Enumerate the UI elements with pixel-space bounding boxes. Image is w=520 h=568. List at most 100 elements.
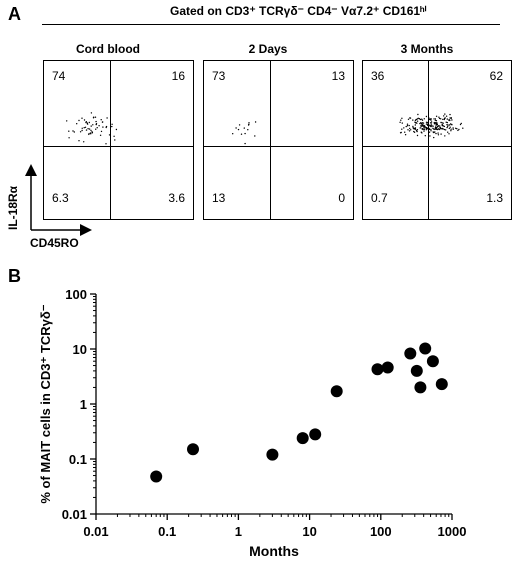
facs-event-dot (442, 118, 444, 121)
facs-event-dot (435, 120, 438, 122)
gate-title-rule (42, 24, 500, 25)
facs-event-dot (430, 125, 432, 128)
facs-event-dot (429, 122, 432, 124)
facs-event-dot (426, 122, 429, 124)
facs-event-dot (455, 127, 457, 129)
facs-event-dot (444, 113, 446, 115)
facs-event-dot (433, 131, 435, 134)
facs-event-dot (424, 125, 426, 127)
x-tick-label: 0.1 (158, 524, 176, 539)
facs-title-cord-blood: Cord blood (76, 42, 140, 56)
facs-event-dot (430, 118, 432, 120)
facs-event-dot (422, 125, 424, 128)
facs-event-dot (457, 129, 459, 132)
facs-event-dot (416, 122, 418, 124)
facs-event-dot (96, 127, 98, 129)
facs-event-dot (95, 120, 97, 123)
facs-event-dot (406, 123, 409, 125)
facs-event-dot (235, 127, 237, 129)
x-tick-label: 10 (302, 524, 316, 539)
y-axis-label: % of MAIT cells in CD3⁺ TCRγδ⁻ (38, 304, 53, 503)
x-tick-label: 100 (370, 524, 392, 539)
facs-event-dot (247, 129, 249, 131)
facs-event-dot (441, 122, 443, 124)
facs-event-dot (462, 127, 464, 129)
facs-event-dot (423, 130, 425, 132)
quadrant-lower-right-value: 3.6 (168, 191, 185, 205)
facs-event-dot (442, 125, 444, 127)
facs-event-dot (81, 129, 83, 132)
facs-event-dot (413, 131, 416, 133)
quadrant-divider-vertical (270, 61, 271, 219)
facs-event-dot (412, 119, 414, 121)
facs-event-dot (421, 122, 424, 124)
facs-event-dot (78, 119, 80, 122)
facs-event-dot (444, 135, 446, 137)
facs-event-dot (98, 125, 100, 127)
facs-event-dot (451, 119, 453, 121)
quadrant-upper-right-value: 13 (331, 69, 345, 83)
data-point (404, 347, 417, 360)
facs-event-dot (102, 126, 104, 128)
facs-event-dot (421, 128, 424, 130)
facs-event-dot (437, 134, 440, 136)
facs-event-dot (407, 129, 409, 131)
facs-event-dot (90, 125, 92, 127)
facs-event-dot (113, 135, 115, 137)
facs-event-dot (101, 121, 104, 123)
facs-event-dot (430, 121, 433, 123)
facs-event-dot (100, 119, 102, 121)
facs-event-dot (414, 124, 416, 126)
facs-event-dot (86, 122, 88, 124)
facs-event-dot (416, 134, 419, 137)
facs-event-dot (105, 143, 107, 145)
y-tick-label: 1 (80, 397, 87, 412)
data-point (435, 378, 448, 391)
facs-event-dot (73, 131, 75, 133)
facs-event-dot (443, 128, 446, 131)
data-point (414, 381, 427, 394)
x-tick-label: 1 (235, 524, 242, 539)
y-tick-label: 10 (73, 342, 87, 357)
facs-event-dot (436, 128, 438, 131)
facs-event-dot (404, 134, 407, 136)
facs-event-dot (405, 125, 407, 128)
y-tick-label: 0.01 (62, 507, 87, 522)
panel-a-letter: A (8, 4, 21, 24)
facs-event-dot (248, 122, 250, 124)
facs-event-dot (440, 118, 442, 120)
facs-event-dot (449, 117, 451, 119)
facs-event-dot (85, 129, 88, 131)
quadrant-divider-horizontal (44, 146, 193, 147)
facs-dots (66, 112, 118, 145)
facs-event-dot (435, 122, 438, 124)
data-point (150, 470, 163, 483)
facs-event-dot (407, 118, 410, 120)
facs-event-dot (448, 119, 451, 121)
facs-event-dot (84, 126, 87, 128)
facs-event-dot (415, 118, 418, 121)
facs-event-dot (431, 125, 433, 127)
facs-event-dot (460, 122, 462, 125)
facs-event-dot (456, 128, 458, 130)
gate-title: Gated on CD3⁺ TCRγδ⁻ CD4⁻ Vα7.2⁺ CD161ʰⁱ (170, 4, 427, 18)
facs-event-dot (435, 126, 437, 128)
quadrant-upper-left-value: 36 (371, 69, 385, 83)
data-point (381, 361, 394, 374)
facs-event-dot (426, 123, 429, 126)
x-axis-label: Months (249, 543, 299, 559)
facs-event-dot (438, 116, 440, 118)
facs-event-dot (105, 126, 107, 129)
facs-event-dot (449, 126, 451, 128)
facs-event-dot (408, 130, 411, 132)
facs-event-dot (91, 131, 93, 133)
quadrant-lower-left-value: 0.7 (371, 191, 388, 205)
facs-event-dot (442, 122, 444, 124)
facs-event-dot (419, 127, 421, 129)
data-point (309, 428, 322, 441)
quadrant-lower-right-value: 0 (338, 191, 345, 205)
facs-event-dot (247, 124, 250, 126)
facs-event-dot (448, 127, 450, 130)
facs-event-dot (89, 132, 92, 134)
facs-event-dot (76, 123, 78, 125)
